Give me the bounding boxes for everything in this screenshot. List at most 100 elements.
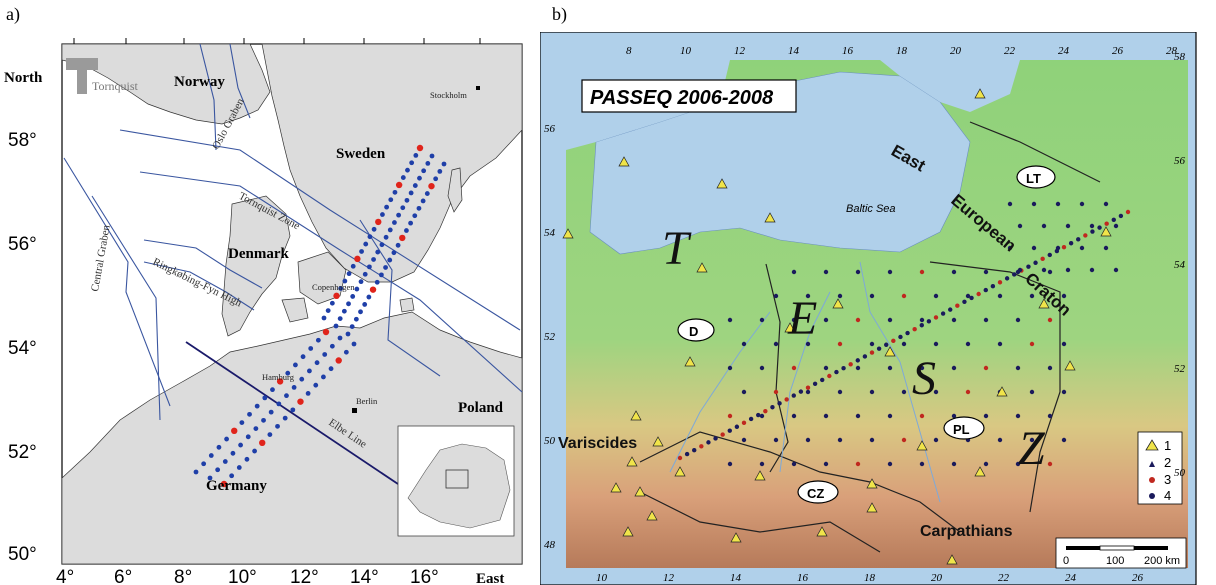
- station-blue-dot: [387, 257, 393, 263]
- sea-label-baltic: Baltic Sea: [846, 203, 896, 215]
- zealand-landmass: [297, 251, 347, 305]
- station-triangle: [916, 440, 928, 451]
- central-graben-west-line: [63, 157, 171, 407]
- array-station-dot: [887, 317, 893, 323]
- station-blue-dot: [351, 341, 357, 347]
- array-station-dot: [823, 269, 829, 275]
- lt-station-dot: [1089, 223, 1095, 229]
- array-station-dot: [933, 293, 939, 299]
- tesz-letter-s: S: [912, 352, 936, 405]
- profile-station-dot: [1125, 209, 1131, 215]
- station-triangle: [1038, 298, 1050, 309]
- station-blue-dot: [363, 241, 369, 247]
- station-blue-dot: [371, 226, 377, 232]
- array-station-dot: [933, 341, 939, 347]
- station-blue-dot: [293, 362, 298, 368]
- station-triangle: [646, 510, 658, 521]
- scale-bar: 0 100 200 km: [1055, 537, 1187, 569]
- left-tick-label: 54: [544, 227, 556, 239]
- top-tick-label: 18: [896, 45, 908, 57]
- map-panel-b: PASSEQ 2006-2008 Baltic Sea T E S Z East…: [540, 32, 1197, 585]
- station-triangle: [884, 346, 896, 357]
- station-blue-dot: [429, 153, 435, 159]
- bottom-tick-label: 16: [797, 572, 809, 584]
- array-station-dot: [759, 413, 765, 419]
- station-blue-dot: [261, 417, 266, 423]
- lt-station-dot: [1007, 201, 1013, 207]
- array-station-dot: [741, 437, 747, 443]
- array-station-dot: [805, 341, 811, 347]
- tesz-letter-e: E: [787, 292, 817, 345]
- array-station-dot: [791, 461, 797, 467]
- profile-station-dot: [1118, 213, 1124, 219]
- station-red-dot: [231, 427, 238, 435]
- array-station-dot: [983, 413, 989, 419]
- array-station-dot: [869, 341, 875, 347]
- array-station-dot: [1029, 341, 1035, 347]
- scale-label-mid: 100: [1106, 555, 1124, 567]
- array-station-dot: [741, 341, 747, 347]
- inset-study-area-box: [445, 469, 469, 489]
- elbe-river: [669, 311, 771, 473]
- profile-station-dot: [940, 311, 946, 316]
- inset-europe-landmass: [407, 443, 511, 529]
- array-station-dot: [1061, 341, 1067, 347]
- x-tick-16: 16°: [410, 567, 439, 585]
- station-red-dot: [369, 286, 377, 293]
- station-triangle: [1064, 360, 1076, 371]
- array-station-dot: [983, 317, 989, 323]
- station-triangle: [618, 156, 630, 167]
- station-triangle: [622, 526, 634, 537]
- bottom-tick-label: 26: [1132, 572, 1144, 584]
- profile-station-dot: [990, 283, 996, 289]
- tesz-letter-z: Z: [1018, 422, 1046, 475]
- x-tick-4: 4°: [56, 567, 74, 585]
- station-blue-dot: [408, 190, 414, 196]
- station-blue-dot: [262, 395, 268, 401]
- station-blue-dot: [354, 286, 360, 292]
- station-triangle: [974, 466, 986, 477]
- station-red-dot: [399, 234, 406, 242]
- station-blue-dot: [284, 393, 289, 399]
- top-tick-label: 16: [842, 45, 854, 57]
- array-station-dot: [983, 365, 989, 371]
- array-station-dot: [901, 341, 907, 347]
- scale-segment-3: [1134, 546, 1168, 550]
- station-blue-dot: [247, 411, 252, 417]
- top-tick-label: 20: [950, 45, 962, 57]
- map-a-stations: [193, 144, 447, 488]
- country-oval-d-label: D: [689, 324, 698, 339]
- station-blue-dot: [421, 168, 427, 174]
- station-triangle: [764, 212, 776, 223]
- x-tick-12: 12°: [290, 567, 319, 585]
- array-station-dot: [837, 389, 843, 395]
- profile-station-dot: [1004, 276, 1010, 281]
- station-blue-dot: [346, 301, 351, 307]
- array-station-dot: [773, 293, 779, 299]
- station-blue-dot: [417, 175, 422, 181]
- station-blue-dot: [346, 271, 352, 277]
- station-blue-dot: [321, 315, 327, 321]
- array-station-dot: [901, 437, 907, 443]
- station-blue-dot: [328, 366, 334, 372]
- array-station-dot: [887, 269, 893, 275]
- station-triangle: [562, 228, 574, 239]
- east-label: East: [476, 571, 504, 585]
- map-title: PASSEQ 2006-2008: [590, 87, 774, 109]
- region-label-carpathians: Carpathians: [920, 523, 1013, 540]
- array-station-dot: [965, 389, 971, 395]
- fyn-landmass: [281, 297, 309, 323]
- station-blue-dot: [275, 423, 280, 429]
- vistula-river: [859, 261, 941, 503]
- profile-station-dot: [812, 381, 818, 387]
- station-blue-dot: [413, 152, 419, 158]
- array-station-dot: [933, 437, 939, 443]
- station-blue-dot: [375, 249, 381, 255]
- station-blue-dot: [322, 352, 328, 357]
- station-blue-dot: [337, 335, 343, 341]
- top-tick-label: 24: [1058, 45, 1070, 57]
- scale-label-zero: 0: [1063, 555, 1069, 567]
- country-oval-pl: [943, 416, 985, 440]
- station-blue-dot: [299, 376, 305, 382]
